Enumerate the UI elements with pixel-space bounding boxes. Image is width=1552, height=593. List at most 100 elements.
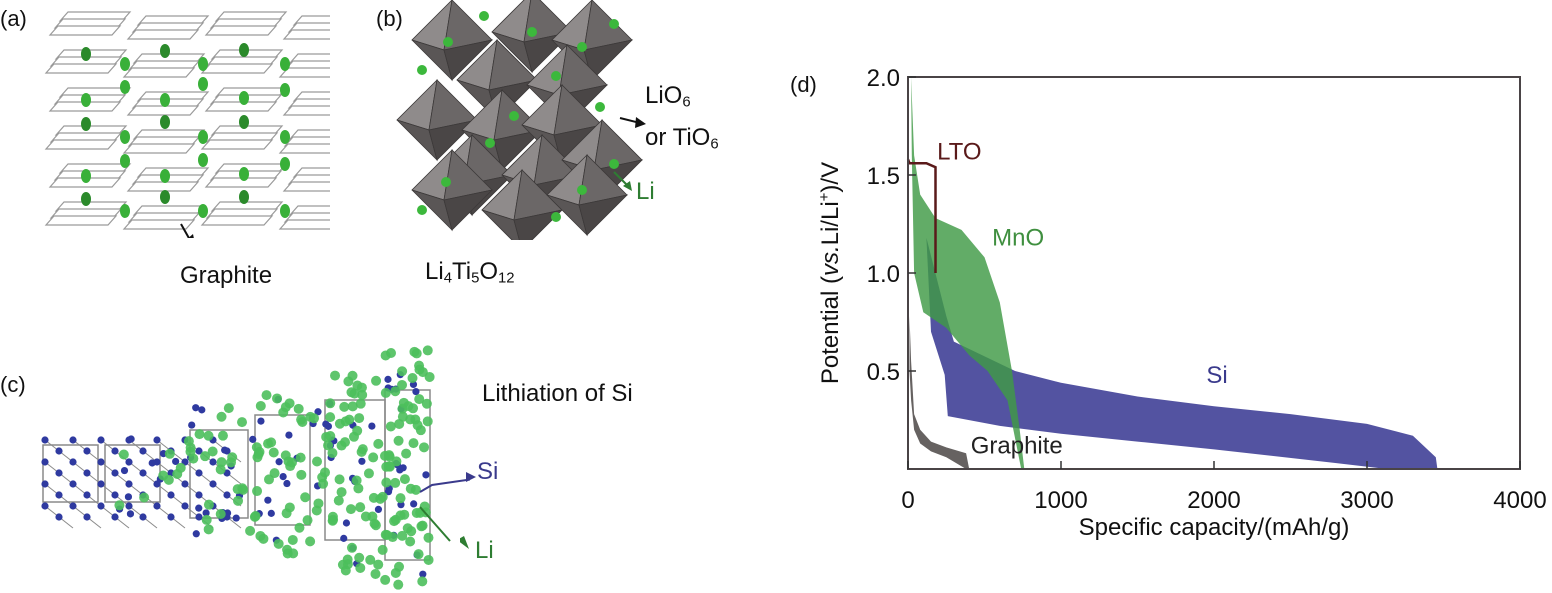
si-atom — [342, 519, 351, 527]
li-ion — [609, 19, 619, 29]
si-atom — [412, 387, 420, 396]
chart-series-layer — [906, 77, 1438, 469]
lio6-main: LiO — [645, 82, 683, 109]
li-atom — [397, 379, 408, 390]
si-atom — [192, 530, 200, 538]
graphene-sheet — [122, 143, 196, 154]
li-atom — [273, 538, 284, 549]
si-atom — [41, 480, 49, 488]
panel-d-label: (d) — [790, 72, 817, 97]
li-atom — [268, 447, 279, 458]
li-ion — [198, 204, 208, 218]
li-atom — [401, 448, 412, 459]
li-atom — [294, 522, 305, 533]
li-ion — [198, 130, 208, 144]
si-atom — [209, 480, 217, 488]
li-atom — [377, 491, 388, 502]
li-atom — [216, 411, 227, 422]
ylabel-part-li: Li/Li — [817, 201, 844, 245]
si-atom — [120, 466, 129, 475]
si-atom — [181, 502, 189, 510]
li-atom — [399, 474, 410, 485]
li-atom — [384, 461, 395, 472]
li-atom — [373, 559, 384, 570]
graphene-sheet — [200, 215, 274, 226]
li-atom — [340, 437, 351, 448]
lto-octahedra — [396, 0, 644, 240]
si-atom — [188, 421, 196, 429]
si-atom — [410, 500, 418, 508]
y-axis-label: Potential (vs.Li/Li+)/V — [816, 162, 844, 384]
graphene-sheet — [44, 63, 118, 74]
graphene-sheet — [44, 139, 118, 150]
si-atom — [83, 513, 91, 521]
li-ion — [609, 159, 619, 169]
x-tick-label: 3000 — [1340, 487, 1393, 514]
series-label-graphite: Graphite — [971, 432, 1063, 459]
graphene-sheet — [122, 219, 196, 230]
formula-o-sub: 12 — [498, 270, 515, 287]
si-atom — [127, 435, 135, 443]
li-atom — [415, 425, 426, 436]
li-atom — [397, 530, 408, 541]
li-atom — [287, 534, 298, 545]
li-atom — [395, 510, 406, 521]
li-atom — [305, 536, 316, 547]
formula-li-sub: 4 — [443, 270, 452, 287]
si-atom — [139, 513, 147, 521]
si-atom — [358, 457, 366, 465]
graphene-sheet — [122, 67, 196, 78]
li-ion — [81, 169, 91, 183]
li-atom — [407, 372, 418, 383]
graphene-sheet — [126, 105, 200, 116]
ylabel-part-1: Potential ( — [817, 276, 844, 384]
li-ion — [160, 190, 170, 204]
li-ion — [81, 192, 91, 206]
li-atom — [233, 495, 244, 506]
si-atom — [111, 447, 119, 455]
si-atom — [148, 459, 156, 467]
li-atom — [353, 483, 364, 494]
li-atom — [380, 574, 391, 585]
li-ion — [443, 37, 453, 47]
li-atom — [393, 579, 404, 590]
li-ion — [441, 177, 451, 187]
li-atom — [357, 444, 368, 455]
chart-ticks: 0 1000 2000 3000 4000 0.5 1.0 1.5 2.0 — [867, 65, 1547, 514]
formula-o: O — [479, 258, 499, 285]
li-ion — [81, 47, 91, 61]
li-atom — [423, 554, 434, 565]
li-ion — [239, 43, 249, 57]
si-atom — [384, 488, 393, 496]
li-atom — [334, 474, 345, 485]
si-atom — [195, 491, 203, 499]
li-atom — [370, 520, 381, 531]
y-tick-label: 1.0 — [867, 261, 900, 288]
li-atom — [347, 401, 358, 412]
graphite-li-ions — [81, 43, 290, 218]
si-atom — [314, 408, 322, 416]
li-atom — [354, 552, 365, 563]
li-ion — [577, 42, 587, 52]
series-label-lto: LTO — [937, 138, 981, 165]
series-graphite-band — [909, 316, 970, 469]
si-atom — [153, 436, 161, 444]
si-atom — [69, 458, 77, 466]
lto-li-label: Li — [636, 178, 655, 205]
li-ion — [595, 102, 605, 112]
li-atom — [200, 451, 211, 462]
si-atom — [257, 417, 265, 425]
li-ion — [120, 80, 130, 94]
li-atom — [203, 524, 214, 535]
li-atom — [237, 483, 248, 494]
li-ion — [280, 57, 290, 71]
lto-li-ions — [417, 11, 619, 222]
formula-ti-sub: 5 — [471, 270, 480, 287]
li-atom — [300, 492, 311, 503]
si-atom — [167, 491, 175, 499]
li-ion — [280, 204, 290, 218]
li-atom — [295, 452, 306, 463]
li-atom — [422, 345, 433, 356]
si-atom — [55, 447, 63, 455]
li-ion — [160, 169, 170, 183]
